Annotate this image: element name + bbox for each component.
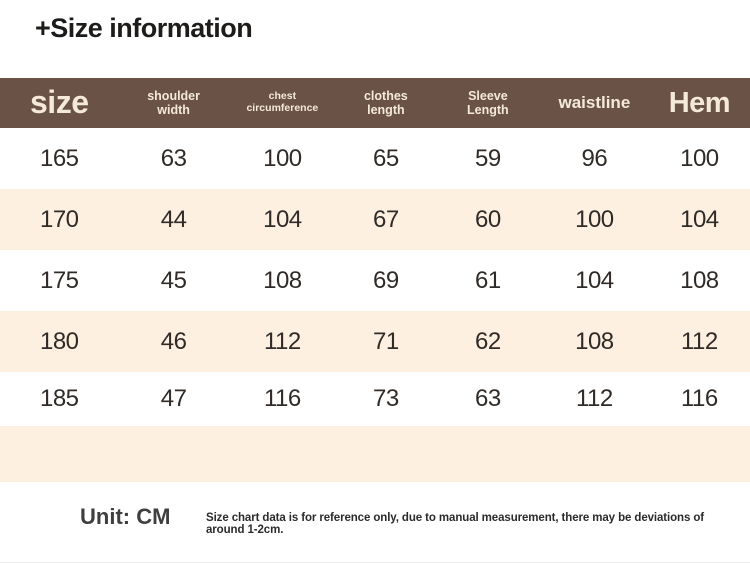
column-header-chest-circumference: chest circumference <box>246 90 319 114</box>
table-cell: 104 <box>263 205 302 233</box>
column-header-shoulder-width: shoulder width <box>147 89 201 117</box>
unit-label: Unit: CM <box>80 504 171 529</box>
table-row-165: 165 63 100 65 59 96 100 <box>0 128 750 189</box>
table-cell: 170 <box>39 205 79 233</box>
table-cell: 60 <box>475 205 501 233</box>
table-cell: 62 <box>475 327 501 355</box>
column-header-size: size <box>30 84 89 121</box>
table-cell: 63 <box>160 144 187 172</box>
table-cell: 71 <box>373 327 399 355</box>
table-cell: 59 <box>475 144 501 172</box>
table-row-175: 175 45 108 69 61 104 108 <box>0 250 750 311</box>
page-title: +Size information <box>35 13 253 43</box>
table-row-180: 180 46 112 71 62 108 112 <box>0 311 750 372</box>
table-cell: 112 <box>680 327 718 355</box>
table-cell: 45 <box>160 266 187 294</box>
table-cell: 165 <box>39 144 79 172</box>
table-cell: 112 <box>575 385 613 412</box>
table-cell: 73 <box>373 385 399 412</box>
table-cell: 108 <box>263 266 302 294</box>
table-row-empty <box>0 426 750 482</box>
table-cell: 104 <box>575 266 614 294</box>
table-row-185: 185 47 116 73 63 112 116 <box>0 372 750 426</box>
table-cell: 100 <box>575 205 614 233</box>
table-cell: 46 <box>160 327 187 355</box>
column-header-waistline: waistline <box>558 93 631 113</box>
table-cell: 100 <box>263 144 302 172</box>
table-body: 165 63 100 65 59 96 100 170 44 104 67 60… <box>0 128 750 482</box>
table-cell: 100 <box>680 144 719 172</box>
table-cell: 104 <box>680 205 719 233</box>
table-cell: 112 <box>263 327 301 355</box>
table-cell: 116 <box>263 385 301 412</box>
table-header-row: size shoulder width chest circumference … <box>0 78 750 128</box>
table-cell: 61 <box>475 266 501 294</box>
column-header-hem: Hem <box>668 86 731 119</box>
table-cell: 185 <box>39 385 79 412</box>
column-header-sleeve-length: Sleeve Length <box>467 89 509 117</box>
size-table: size shoulder width chest circumference … <box>0 78 750 482</box>
disclaimer-text: Size chart data is for reference only, d… <box>206 512 705 536</box>
table-cell: 108 <box>680 266 719 294</box>
table-cell: 69 <box>373 266 399 294</box>
table-cell: 63 <box>475 385 501 412</box>
table-cell: 116 <box>680 385 718 412</box>
table-cell: 96 <box>581 144 608 172</box>
table-cell: 180 <box>39 327 79 355</box>
table-cell: 175 <box>39 266 79 294</box>
column-header-clothes-length: clothes length <box>363 89 408 117</box>
table-cell: 44 <box>160 205 187 233</box>
table-cell: 65 <box>373 144 399 172</box>
table-cell: 108 <box>575 327 614 355</box>
table-cell: 67 <box>373 205 399 233</box>
table-row-170: 170 44 104 67 60 100 104 <box>0 189 750 250</box>
table-cell: 47 <box>160 385 187 412</box>
